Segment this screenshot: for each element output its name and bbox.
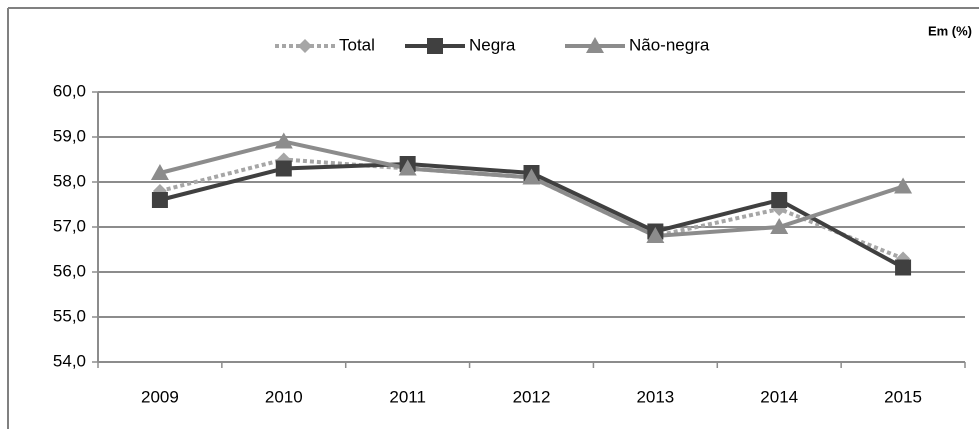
marker <box>771 192 788 208</box>
x-tick-label: 2014 <box>760 387 798 406</box>
marker <box>894 177 913 194</box>
legend-label: Negra <box>469 35 516 54</box>
y-tick-label: 54,0 <box>53 351 86 370</box>
series-line <box>159 139 904 239</box>
y-tick-label: 59,0 <box>53 126 86 145</box>
y-tick-label: 57,0 <box>53 216 86 235</box>
marker <box>586 37 604 53</box>
marker <box>895 259 912 276</box>
marker <box>150 164 169 180</box>
marker <box>151 192 168 208</box>
x-tick-label: 2013 <box>636 387 674 406</box>
unit-note: Em (%) <box>928 23 972 38</box>
x-tick-label: 2015 <box>884 387 922 406</box>
y-tick-label: 60,0 <box>53 81 86 100</box>
marker <box>522 168 541 185</box>
legend-label: Total <box>339 35 375 54</box>
x-tick-label: 2012 <box>513 387 551 406</box>
x-tick-label: 2011 <box>389 387 426 406</box>
marker <box>275 160 292 177</box>
x-tick-label: 2009 <box>141 387 179 406</box>
marker <box>298 39 312 53</box>
legend-label: Não-negra <box>629 35 710 54</box>
y-tick-label: 55,0 <box>53 306 86 325</box>
x-tick-label: 2010 <box>265 387 303 406</box>
marker <box>427 38 443 54</box>
y-tick-label: 58,0 <box>53 171 86 190</box>
y-tick-label: 56,0 <box>53 261 86 280</box>
marker <box>770 218 789 234</box>
marker <box>398 159 417 176</box>
marker <box>646 227 665 243</box>
marker <box>274 132 293 149</box>
